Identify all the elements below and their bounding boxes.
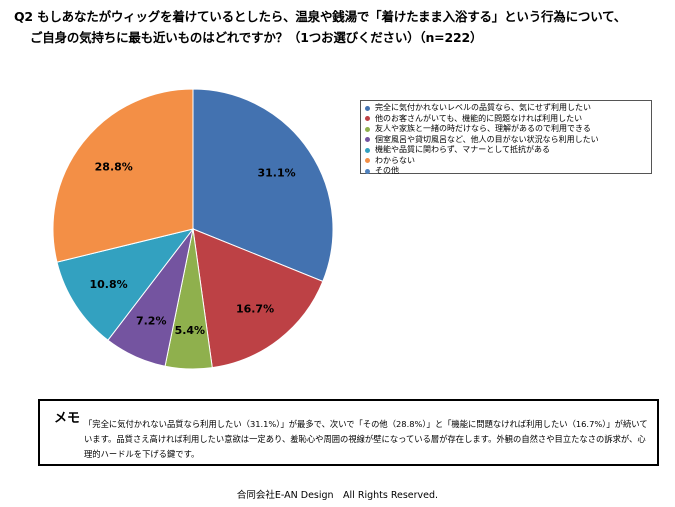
pie-slice-5	[52, 88, 194, 263]
legend-label: 個室風呂や貸切風呂など、他人の目がない状況なら利用したい	[375, 134, 599, 144]
legend-label: 友人や家族と一緒の時だけなら、理解があるので利用できる	[375, 124, 591, 133]
legend-label: その他	[375, 166, 399, 175]
legend-item-2: 友人や家族と一緒の時だけなら、理解があるので利用できる	[365, 124, 647, 135]
legend-marker	[365, 158, 370, 164]
footer-copyright: 合同会社E-AN Design All Rights Reserved.	[236, 490, 439, 501]
data-label-2: 5.4%	[175, 324, 206, 337]
memo-box: メモ 「完全に気付かれない品質なら利用したい（31.1%）」が最多で、次いで「そ…	[38, 399, 659, 466]
chart-legend: 完全に気付かれないレベルの品質なら、気にせず利用したい 他のお客さんがいても、機能…	[360, 100, 652, 177]
pie-slice-4	[56, 228, 195, 341]
legend-item-3: 個室風呂や貸切風呂など、他人の目がない状況なら利用したい	[365, 135, 647, 146]
memo-text: 「完全に気付かれない品質なら利用したい（31.1%）」が最多で、次いで「その他（…	[84, 419, 648, 459]
data-label-4: 10.8%	[89, 278, 127, 291]
data-label-3: 7.2%	[136, 315, 167, 328]
legend-label: 機能や品質に関わらず、マナーとして抵抗がある	[375, 145, 551, 154]
legend-item-6: その他	[365, 166, 647, 177]
data-label-5: 28.8%	[95, 161, 133, 174]
legend-label: 完全に気付かれないレベルの品質なら、気にせず利用したい	[375, 103, 591, 112]
pie-slice-0	[192, 88, 334, 283]
legend-marker	[365, 168, 370, 174]
legend-marker	[365, 105, 370, 111]
legend-marker	[365, 116, 370, 122]
legend-label: わからない	[375, 155, 415, 165]
question-line-2: ご自身の気持ちに最も近いものはどれですか？（1つお選びください）（n=222）	[30, 30, 483, 45]
pie-slice-1	[192, 228, 324, 369]
data-label-0: 31.1%	[257, 167, 295, 180]
legend-marker	[365, 147, 370, 153]
legend-item-1: 他のお客さんがいても、機能的に問題なければ利用したい	[365, 114, 647, 125]
legend-marker	[365, 137, 370, 143]
question-title: Q2 もしあなたがウィッグを着けているとしたら、温泉や銭湯で「着けたまま入浴する…	[14, 6, 669, 48]
legend-marker	[365, 126, 370, 132]
legend-item-5: わからない	[365, 156, 647, 167]
pie-chart: 31.1% 16.7% 5.4% 7.2% 10.8% 28.8%	[52, 88, 334, 370]
memo-title: メモ	[54, 411, 81, 426]
legend-item-0: 完全に気付かれないレベルの品質なら、気にせず利用したい	[365, 103, 647, 114]
legend-label: 他のお客さんがいても、機能的に問題なければ利用したい	[375, 113, 583, 123]
data-label-1: 16.7%	[236, 302, 274, 315]
legend-item-4: 機能や品質に関わらず、マナーとして抵抗がある	[365, 145, 647, 156]
question-line-1: Q2 もしあなたがウィッグを着けているとしたら、温泉や銭湯で「着けたまま入浴する…	[14, 9, 627, 24]
